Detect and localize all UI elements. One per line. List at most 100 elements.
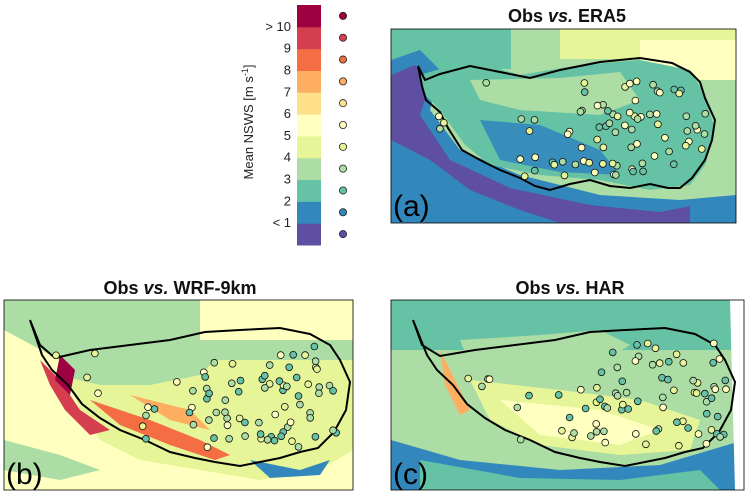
station-marker (652, 427, 660, 435)
station-marker (585, 158, 593, 167)
station-marker (554, 391, 563, 399)
station-marker (701, 109, 709, 118)
station-marker (613, 363, 622, 372)
station-marker (597, 368, 606, 377)
station-marker (260, 384, 269, 392)
station-marker (329, 426, 337, 435)
station-marker (648, 360, 657, 369)
station-marker (221, 396, 230, 405)
colorbar-tick-label: 3 (284, 172, 291, 187)
station-marker (563, 130, 572, 139)
station-marker (652, 110, 661, 118)
colorbar-dot (338, 11, 347, 20)
station-marker (631, 357, 640, 365)
station-marker (655, 88, 664, 97)
station-marker (593, 135, 601, 144)
colorbar-swatch (297, 70, 321, 93)
station-marker (263, 435, 272, 444)
station-marker (173, 378, 181, 386)
panel-b: Obs vs. WRF-9km (b) (3, 278, 354, 491)
station-marker (205, 389, 213, 398)
panel-a: Obs vs. ERA5 (a) (390, 6, 737, 224)
station-marker (707, 426, 716, 434)
station-marker (189, 420, 198, 429)
station-marker (629, 167, 637, 176)
station-marker (525, 127, 534, 135)
colorbar-dot (338, 55, 347, 64)
panel-c-map (391, 300, 744, 490)
station-marker (203, 443, 212, 452)
station-marker (721, 376, 730, 385)
station-marker (608, 159, 617, 168)
station-marker (633, 341, 641, 349)
station-marker (189, 386, 197, 395)
station-marker (144, 403, 152, 412)
station-marker (624, 405, 632, 413)
station-marker (485, 375, 494, 384)
station-marker (709, 339, 718, 348)
station-marker (201, 373, 210, 381)
colorbar-tick-label: 6 (284, 106, 291, 121)
station-marker (525, 391, 533, 400)
station-marker (672, 350, 681, 359)
station-marker (228, 359, 237, 368)
station-marker (576, 385, 585, 394)
station-marker (611, 128, 620, 137)
station-marker (565, 413, 574, 422)
station-marker (643, 339, 652, 348)
station-marker (605, 119, 614, 128)
station-marker (679, 359, 688, 367)
station-marker (715, 355, 724, 363)
station-marker (513, 403, 522, 412)
station-marker (304, 380, 313, 389)
station-marker (669, 160, 678, 169)
panel-a-letter: (a) (393, 190, 430, 223)
station-marker (301, 351, 309, 359)
station-marker (296, 400, 304, 409)
panel-b-letter: (b) (6, 458, 43, 491)
station-marker (530, 116, 539, 124)
station-marker (596, 395, 604, 404)
colorbar-tick-label: 7 (284, 84, 291, 99)
station-marker (241, 432, 249, 440)
station-marker (577, 143, 586, 152)
station-marker (142, 434, 150, 443)
colorbar-tick-label: < 1 (273, 215, 291, 230)
station-marker (658, 393, 667, 402)
station-marker (478, 382, 486, 391)
station-marker (436, 124, 444, 133)
colorbar-dot (338, 33, 347, 42)
station-marker (440, 119, 448, 127)
colorbar-swatch (297, 26, 321, 50)
colorbar-dot (338, 230, 347, 239)
station-marker (311, 357, 320, 366)
station-marker (716, 433, 724, 441)
station-marker (94, 389, 102, 398)
station-marker (294, 392, 303, 400)
station-marker (212, 408, 221, 417)
station-marker (275, 377, 284, 385)
station-marker (599, 143, 608, 152)
station-marker (571, 160, 580, 169)
station-marker (285, 363, 294, 372)
station-marker (651, 344, 660, 353)
station-marker (580, 79, 589, 87)
colorbar-tick-labels: < 1 2 3 4 5 6 7 8 9 > 10 (265, 19, 291, 230)
station-marker (235, 414, 244, 423)
station-marker (205, 416, 213, 424)
plateau-boundary (29, 319, 352, 468)
station-marker (603, 404, 612, 412)
station-marker (560, 171, 569, 180)
station-marker (608, 348, 617, 357)
colorbar-swatch (297, 201, 321, 224)
station-marker (52, 351, 60, 360)
colorbar-dot (338, 121, 347, 130)
station-marker (683, 127, 692, 135)
station-marker (642, 440, 650, 449)
station-marker (464, 374, 473, 383)
panel-b-map (4, 300, 353, 490)
stations-b (52, 342, 341, 452)
colorbar-swatch (297, 5, 321, 28)
colorbar-tick-label: 4 (284, 150, 291, 165)
station-marker (236, 376, 245, 385)
